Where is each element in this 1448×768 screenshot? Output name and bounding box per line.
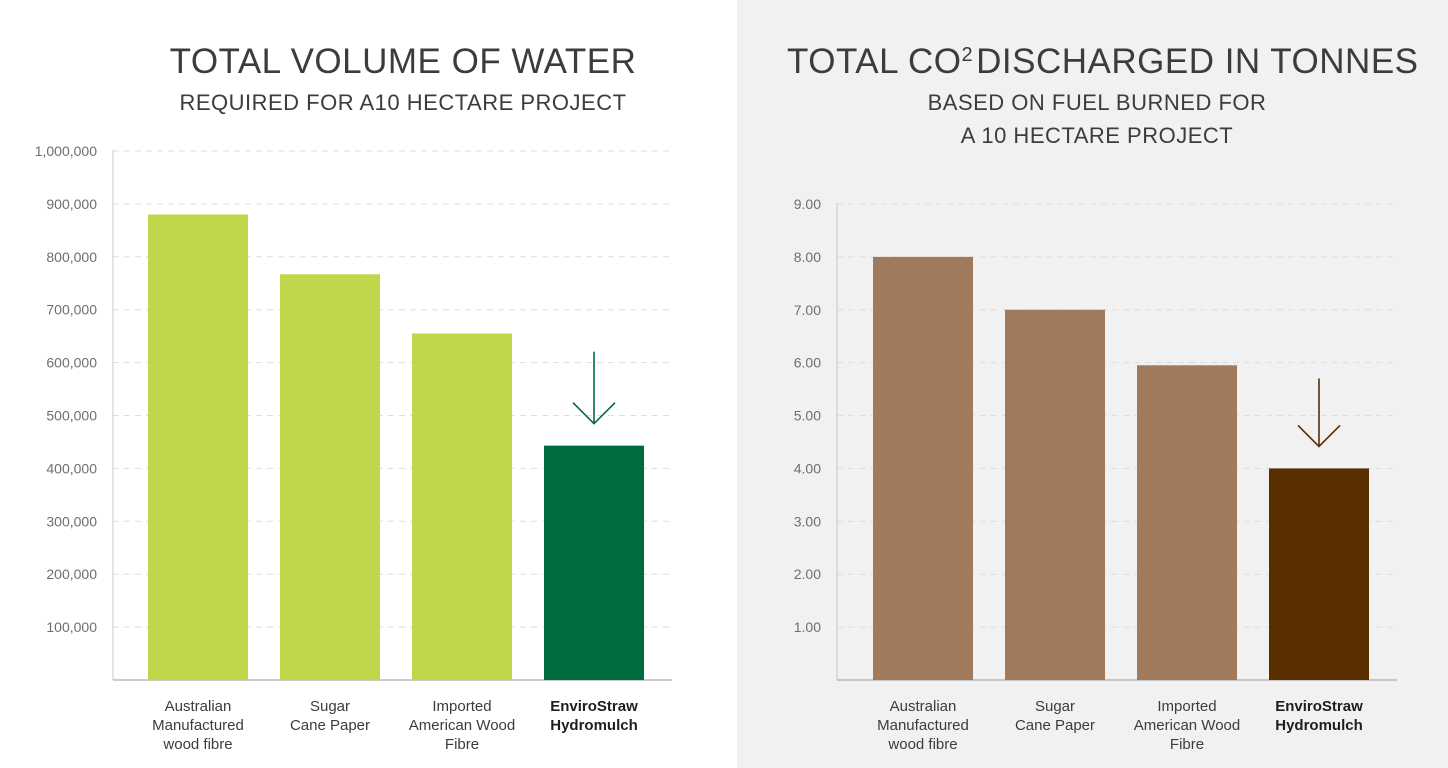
water-chart-panel: TOTAL VOLUME OF WATER REQUIRED FOR A10 H… <box>34 42 672 753</box>
water-category-label: Imported American Wood Fibre <box>409 698 515 753</box>
co2-y-tick-label: 2.00 <box>794 566 821 582</box>
co2-category-label: Imported American Wood Fibre <box>1134 698 1240 753</box>
water-bar-highlight <box>544 445 644 680</box>
water-y-tick-label: 600,000 <box>46 355 97 371</box>
water-y-tick-label: 100,000 <box>46 619 97 635</box>
co2-category-label: Australian Manufactured wood fibre <box>877 698 969 753</box>
water-y-tick-label: 1,000,000 <box>35 143 97 159</box>
co2-chart-panel: TOTAL CO2DISCHARGED IN TONNES BASED ON F… <box>737 0 1448 768</box>
co2-y-tick-label: 6.00 <box>794 355 821 371</box>
co2-bar <box>873 256 973 680</box>
co2-y-tick-label: 5.00 <box>794 408 821 424</box>
co2-y-tick-label: 9.00 <box>794 196 821 212</box>
water-y-tick-label: 400,000 <box>46 460 97 476</box>
co2-chart-title: TOTAL CO2DISCHARGED IN TONNES <box>787 42 1418 82</box>
co2-down-arrow-icon <box>1297 378 1341 448</box>
water-y-tick-label: 300,000 <box>46 513 97 529</box>
co2-y-tick-label: 7.00 <box>794 302 821 318</box>
co2-chart-subtitle: BASED ON FUEL BURNED FOR A 10 HECTARE PR… <box>787 86 1407 152</box>
water-category-label: EnviroStraw Hydromulch <box>550 698 638 734</box>
co2-y-tick-label: 8.00 <box>794 249 821 265</box>
water-chart-title: TOTAL VOLUME OF WATER <box>169 42 637 81</box>
co2-title-superscript: 2 <box>961 44 974 66</box>
co2-bar <box>1137 365 1237 680</box>
water-category-label: Australian Manufactured wood fibre <box>152 698 244 753</box>
co2-y-tick-label: 4.00 <box>794 460 821 476</box>
water-volume-bar-chart: 1,000,000 900,000 800,000 700,000 600,000 500… <box>35 143 672 753</box>
water-y-tick-label: 800,000 <box>46 249 97 265</box>
water-y-tick-label: 500,000 <box>46 408 97 424</box>
co2-category-label: Sugar Cane Paper <box>1015 698 1095 734</box>
water-y-tick-label: 200,000 <box>46 566 97 582</box>
co2-title-rest: DISCHARGED IN TONNES <box>976 42 1419 81</box>
water-chart-subtitle: REQUIRED FOR A10 HECTARE PROJECT <box>179 90 627 115</box>
co2-y-tick-label: 3.00 <box>794 513 821 529</box>
co2-title-main: TOTAL CO <box>787 42 962 81</box>
water-category-label: Sugar Cane Paper <box>290 698 370 734</box>
co2-category-label: EnviroStraw Hydromulch <box>1275 698 1363 734</box>
co2-subtitle-line1: BASED ON FUEL BURNED FOR <box>927 90 1267 115</box>
water-down-arrow-icon <box>572 351 616 425</box>
water-y-tick-label: 700,000 <box>46 302 97 318</box>
water-bar <box>412 333 512 680</box>
water-bar <box>148 214 248 681</box>
co2-y-tick-label: 1.00 <box>794 619 821 635</box>
water-bar <box>280 274 380 680</box>
water-y-tick-label: 900,000 <box>46 196 97 212</box>
co2-bar-highlight <box>1269 468 1369 680</box>
co2-discharge-bar-chart: 9.00 8.00 7.00 6.00 5.00 4.00 3.00 2.00 1.00 Aust… <box>794 196 1397 753</box>
co2-subtitle-line2: A 10 HECTARE PROJECT <box>960 123 1234 148</box>
co2-bar <box>1005 309 1105 680</box>
